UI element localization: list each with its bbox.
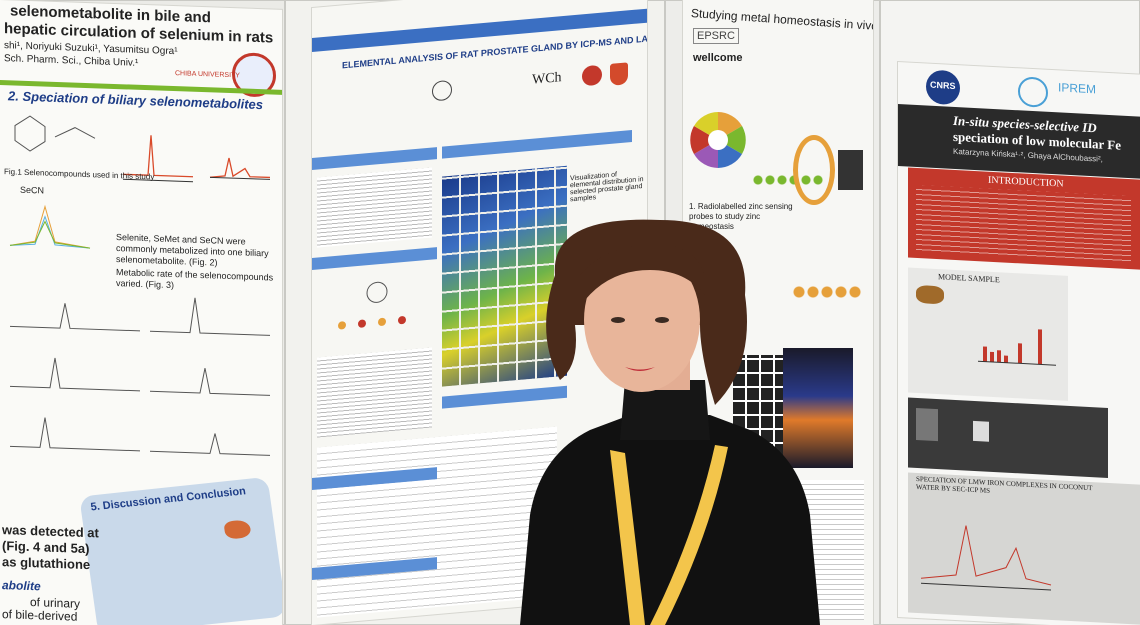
secn-label: SeCN	[20, 184, 45, 196]
shield-icon	[610, 62, 628, 86]
photo-thumb	[916, 407, 938, 442]
bar-chart-small	[978, 329, 1056, 366]
dark-section-box	[908, 397, 1108, 479]
left-eye	[611, 317, 625, 323]
right-eye	[655, 317, 669, 323]
bottom-text-6: of bile-derived	[2, 607, 78, 624]
poster-right: CNRS IPREM In-situ species-selective ID …	[898, 62, 1140, 625]
structure-diagram	[14, 115, 96, 152]
black-jacket	[520, 415, 820, 625]
wch-logo: WCh	[532, 70, 562, 88]
image-thumb	[838, 150, 863, 190]
center-section-bar-3	[312, 247, 437, 270]
yellow-lanyard-right	[650, 445, 728, 625]
right-mid-section-1: 1. Radiolabelled zinc sensing probes to …	[689, 202, 793, 231]
intro-text	[916, 184, 1131, 263]
chromatogram-grid	[10, 297, 270, 456]
center-section-bar-1	[312, 147, 437, 170]
pet-image-colored	[783, 348, 853, 468]
conclusion-text: Visualization of elemental distribution …	[570, 171, 644, 204]
coconut-image	[916, 284, 944, 305]
liver-icon	[223, 519, 252, 540]
cnrs-label: CNRS	[930, 79, 956, 92]
poster-left: selenometabolite in bile and hepatic cir…	[0, 0, 282, 625]
face	[584, 248, 700, 392]
yellow-lanyard	[610, 450, 645, 625]
turtleneck	[620, 380, 710, 440]
bottom-text-4: abolite	[2, 578, 41, 594]
chromatogram-chart-1	[123, 135, 193, 183]
hair-fringe	[580, 244, 706, 300]
woman-figure	[520, 219, 820, 625]
red-lips	[625, 367, 655, 371]
center-text-block-1	[317, 167, 432, 248]
iprem-label: IPREM	[1058, 80, 1097, 97]
iprem-logo-icon	[1018, 76, 1048, 108]
bottom-text-2: (Fig. 4 and 5a)	[2, 538, 90, 557]
wellcome-logo: wellcome	[693, 52, 743, 64]
dot-row-1	[753, 175, 823, 185]
dot-row-2	[793, 285, 863, 299]
poster-center: ELEMENTAL ANALYSIS OF RAT PROSTATE GLAND…	[312, 0, 647, 625]
emblem-icon	[432, 79, 452, 102]
center-logo-row: WCh	[432, 60, 632, 105]
ring-chart	[793, 135, 835, 205]
center-text-block-2	[317, 347, 432, 438]
epsrc-logo: EPSRC	[693, 28, 739, 44]
bullet-1: Selenite, SeMet and SeCN were commonly m…	[116, 232, 269, 268]
center-section-bar-2	[442, 130, 632, 159]
speciation-chart	[920, 525, 1052, 591]
molecule-diagram	[338, 281, 406, 330]
bottom-text-3: as glutathione	[2, 554, 91, 573]
conclusion-box: 5. Discussion and Conclusion	[79, 476, 282, 625]
poster-left-affil: Sch. Pharm. Sci., Chiba Univ.¹	[4, 53, 139, 69]
color-wheel-chart	[690, 112, 746, 168]
red-logo-icon	[582, 64, 602, 87]
poster-left-university: CHIBA UNIVERSITY	[175, 70, 240, 80]
spectra-chart	[9, 204, 91, 249]
chart-panels	[0, 286, 282, 506]
icon-thumb	[973, 420, 989, 442]
chromatogram-chart-2	[209, 157, 270, 180]
